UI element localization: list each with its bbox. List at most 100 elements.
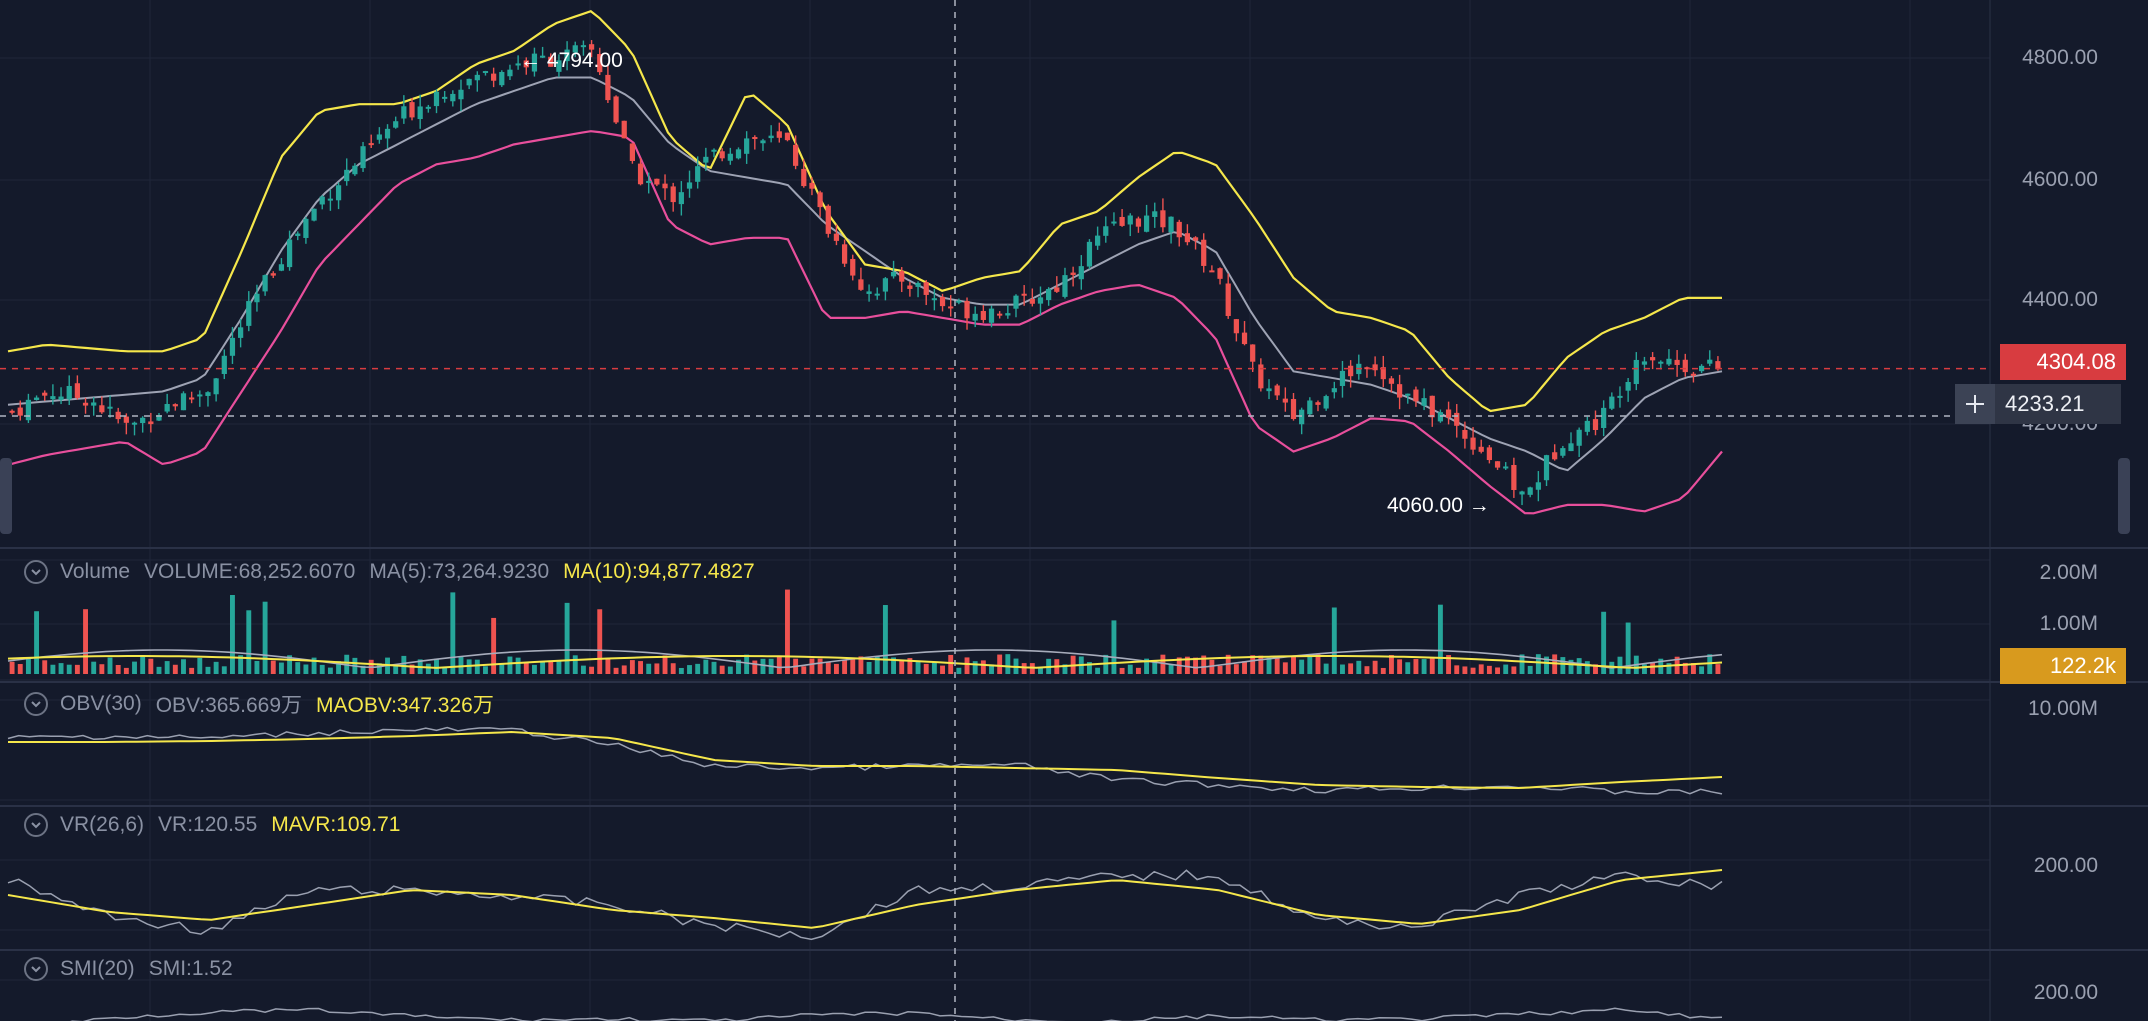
candle-body (539, 55, 546, 58)
candle-body (442, 96, 448, 99)
volume-bar (1682, 662, 1688, 674)
candle-body (1192, 237, 1199, 241)
volume-bar (1323, 663, 1329, 674)
candle-body (964, 301, 970, 319)
candle-body (1299, 409, 1305, 425)
candle-body (515, 63, 521, 66)
candle-body (1176, 221, 1182, 238)
candle-body (997, 313, 1003, 316)
volume-bar (450, 592, 456, 674)
collapse-chevron-icon[interactable] (24, 813, 48, 837)
volume-bar (891, 657, 897, 674)
obv-indicator-name: OBV(30) (60, 692, 142, 715)
volume-bar (189, 667, 195, 674)
candle-body (858, 279, 864, 290)
candle-body (1494, 461, 1501, 468)
collapse-chevron-icon[interactable] (24, 560, 48, 584)
volume-bar (156, 666, 162, 674)
candle-body (1601, 407, 1607, 428)
candle-body (1095, 235, 1101, 246)
volume-bar (1233, 664, 1239, 674)
candle-body (1078, 266, 1084, 280)
price-axis-tick: 4400.00 (2022, 288, 2098, 311)
volume-bar (409, 664, 415, 674)
candle-body (1274, 385, 1280, 396)
candle-body (980, 310, 986, 320)
volume-bar (956, 667, 962, 674)
volume-bar (597, 609, 603, 674)
volume-bar (589, 666, 595, 674)
volume-bar (1486, 665, 1492, 674)
candle-body (450, 93, 456, 102)
candle-body (1568, 443, 1574, 452)
volume-bar (1380, 667, 1386, 674)
volume-bar (556, 660, 562, 674)
volume-bar (948, 654, 954, 674)
candle-body (1046, 288, 1052, 301)
candle-body (229, 337, 236, 356)
candle-body (1323, 396, 1329, 409)
candle-body (1111, 221, 1117, 224)
price-axis-tick: 4600.00 (2022, 168, 2098, 191)
candle-body (907, 285, 913, 289)
candle-body (417, 106, 423, 120)
candle-body (466, 78, 472, 86)
volume-bar (425, 663, 431, 674)
volume-ma10: MA(10):94,877.4827 (563, 560, 755, 583)
volume-panel-header: Volume VOLUME:68,252.6070 MA(5):73,264.9… (24, 560, 769, 584)
collapse-chevron-icon[interactable] (24, 957, 48, 981)
collapse-chevron-icon[interactable] (24, 692, 48, 716)
volume-bar (132, 661, 137, 674)
volume-bar (1462, 666, 1468, 674)
candle-body (1282, 398, 1288, 403)
candle-body (499, 71, 505, 86)
volume-bar (801, 666, 807, 674)
volume-bar (1299, 659, 1305, 674)
candle-body (727, 153, 733, 161)
volume-bar (1340, 664, 1345, 674)
volume-bar (262, 601, 268, 674)
volume-bar (1315, 654, 1321, 674)
right-arrow-icon: → (1468, 494, 1490, 517)
volume-bar (499, 663, 505, 674)
candle-body (1609, 396, 1615, 409)
candle-body (1160, 210, 1166, 228)
volume-bar (50, 664, 56, 674)
volume-bar (1535, 654, 1541, 674)
candle-body (180, 393, 187, 411)
candle-body (156, 415, 162, 421)
candle-body (1650, 357, 1656, 361)
candle-body (735, 149, 742, 159)
volume-ma5-line (7, 649, 1723, 669)
candle-body (1201, 239, 1207, 266)
candle-body (319, 196, 325, 205)
add-alert-plus-icon[interactable] (1955, 384, 1995, 424)
candle-body (164, 403, 170, 412)
volume-bar (646, 663, 652, 674)
volume-bar (181, 659, 186, 674)
volume-bar (744, 654, 750, 674)
volume-bar (882, 605, 888, 674)
volume-bar (238, 655, 244, 674)
candle-body (148, 421, 154, 425)
candle-body (123, 416, 129, 423)
volume-bar (1576, 658, 1582, 674)
volume-bar (1307, 656, 1313, 674)
candle-body (1633, 359, 1639, 385)
volume-bar (989, 664, 994, 674)
volume-bar (1250, 655, 1256, 674)
candle-body (1339, 370, 1346, 386)
volume-bar (760, 658, 766, 674)
volume-bar (172, 664, 178, 674)
volume-bar (1568, 659, 1574, 674)
left-panel-handle[interactable] (0, 458, 12, 534)
bollinger-upper-line (7, 9, 1722, 413)
right-panel-handle[interactable] (2118, 458, 2130, 534)
volume-ma10-line (7, 655, 1723, 669)
volume-bar (736, 659, 741, 674)
volume-bar (638, 661, 643, 674)
candle-body (1666, 358, 1672, 365)
volume-bar (1699, 666, 1705, 674)
